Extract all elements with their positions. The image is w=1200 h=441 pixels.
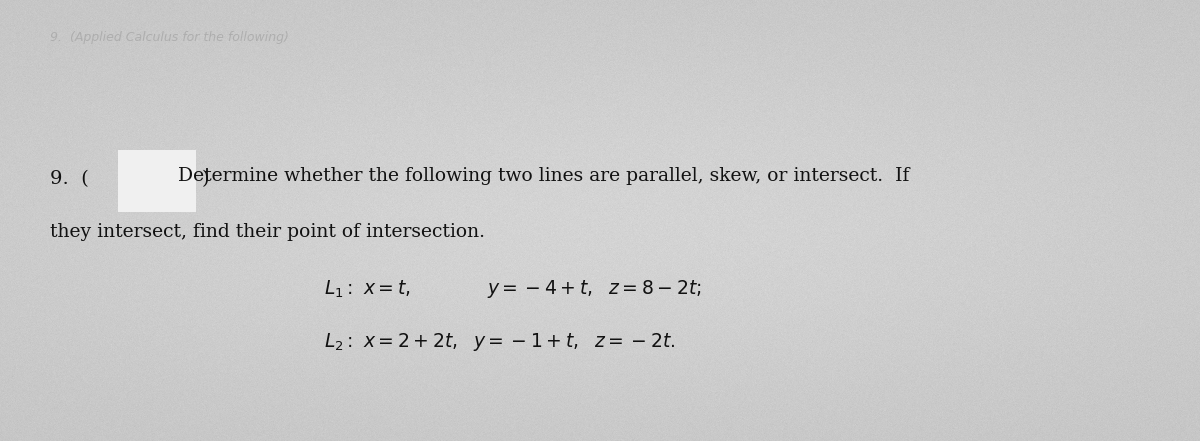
Text: $L_2: \ x = 2 + 2t, \ \ y = -1 + t, \ \ z = -2t.$: $L_2: \ x = 2 + 2t, \ \ y = -1 + t, \ \ … bbox=[324, 331, 676, 353]
Text: 9.  (Applied Calculus for the following): 9. (Applied Calculus for the following) bbox=[50, 31, 289, 44]
FancyBboxPatch shape bbox=[118, 150, 196, 212]
Text: $L_1: \ x = t, \qquad\qquad y = -4 + t, \ \ z = 8 - 2t;$: $L_1: \ x = t, \qquad\qquad y = -4 + t, … bbox=[324, 278, 702, 300]
Text: ): ) bbox=[202, 170, 209, 187]
Text: 9.  (: 9. ( bbox=[50, 170, 89, 187]
Text: they intersect, find their point of intersection.: they intersect, find their point of inte… bbox=[50, 223, 485, 240]
Text: Determine whether the following two lines are parallel, skew, or intersect.  If: Determine whether the following two line… bbox=[178, 168, 908, 185]
